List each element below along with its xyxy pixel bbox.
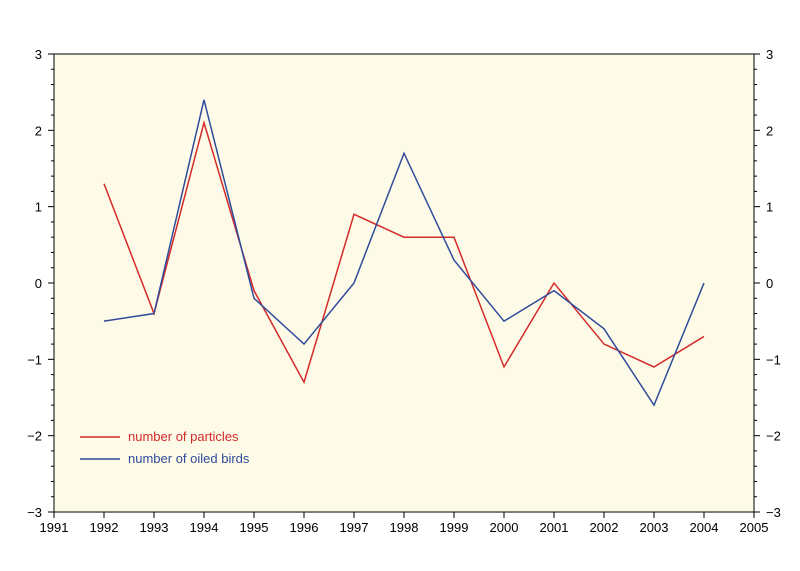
x-tick-label: 2005 <box>740 520 769 535</box>
y-tick-label-left: 3 <box>35 47 42 62</box>
x-tick-label: 1998 <box>390 520 419 535</box>
x-tick-label: 1995 <box>240 520 269 535</box>
x-tick-label: 1996 <box>290 520 319 535</box>
legend-label-oiled-birds: number of oiled birds <box>128 451 250 466</box>
y-tick-label-right: −1 <box>766 352 781 367</box>
y-tick-label-left: 0 <box>35 276 42 291</box>
x-tick-label: 1994 <box>190 520 219 535</box>
y-tick-label-right: 0 <box>766 276 773 291</box>
y-tick-label-right: 1 <box>766 200 773 215</box>
x-tick-label: 2000 <box>490 520 519 535</box>
y-tick-label-right: 3 <box>766 47 773 62</box>
x-tick-label: 2004 <box>690 520 719 535</box>
y-tick-label-right: 2 <box>766 123 773 138</box>
x-tick-label: 2001 <box>540 520 569 535</box>
x-tick-label: 1992 <box>90 520 119 535</box>
x-tick-label: 2003 <box>640 520 669 535</box>
y-tick-label-left: −1 <box>27 352 42 367</box>
x-tick-label: 1999 <box>440 520 469 535</box>
y-tick-label-left: −2 <box>27 429 42 444</box>
y-tick-label-left: 2 <box>35 123 42 138</box>
y-tick-label-left: 1 <box>35 200 42 215</box>
x-tick-label: 1997 <box>340 520 369 535</box>
x-tick-label: 1991 <box>40 520 69 535</box>
y-tick-label-right: −2 <box>766 429 781 444</box>
x-tick-label: 1993 <box>140 520 169 535</box>
legend-label-particles: number of particles <box>128 429 239 444</box>
y-tick-label-left: −3 <box>27 505 42 520</box>
x-tick-label: 2002 <box>590 520 619 535</box>
y-tick-label-right: −3 <box>766 505 781 520</box>
